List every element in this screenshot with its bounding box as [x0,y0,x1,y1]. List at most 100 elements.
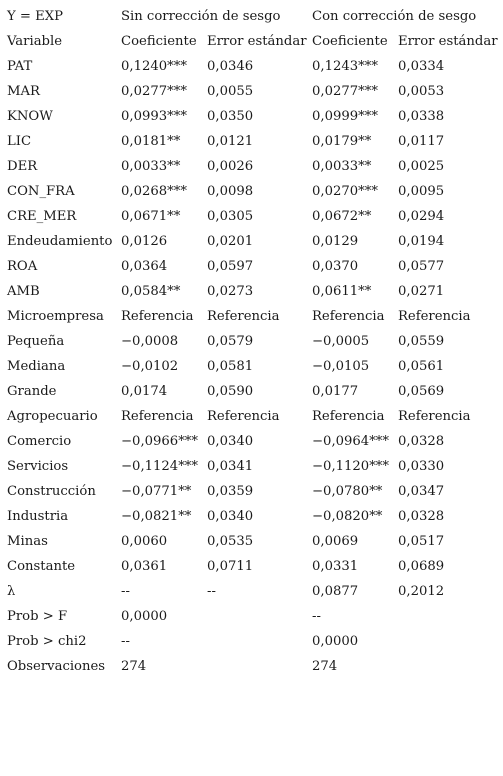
table-row: Construcción −0,0771** 0,0359 −0,0780** 0,03… [0,479,503,504]
table-row: Prob > chi2 -- 0,0000 [0,629,503,654]
variable-cell: Industria [7,509,69,524]
variable-cell: Microempresa [7,309,104,324]
error-cell-1: 0,0579 [207,334,254,349]
error-cell-2: 0,0559 [398,334,445,349]
variable-cell: CON_FRA [7,184,75,199]
error-cell-1: 0,0201 [207,234,254,249]
coefficient-cell-1: 0,0268*** [121,184,187,199]
table-row: Observaciones 274 274 [0,654,503,679]
coefficient-cell-2: 0,0179** [312,134,372,149]
error-cell-1: 0,0346 [207,59,254,74]
coefficient-cell-1: 0,0277*** [121,84,187,99]
coefficient-cell-2: 0,0000 [312,634,359,649]
error-cell-1: 0,0340 [207,509,254,524]
variable-cell: λ [7,584,16,599]
error-cell-1: 0,0273 [207,284,254,299]
table-body: PAT 0,1240*** 0,0346 0,1243*** 0,0334 MAR 0,02… [0,54,503,679]
error-cell-2: 0,0095 [398,184,445,199]
coefficient-cell-1: −0,0821** [121,509,192,524]
error-cell-1: 0,0590 [207,384,254,399]
error-cell-1: 0,0341 [207,459,254,474]
coefficient-cell-1: 0,0181** [121,134,181,149]
error-cell-1: 0,0305 [207,209,254,224]
variable-cell: Observaciones [7,659,106,674]
error-cell-2: 0,0577 [398,259,445,274]
coefficient-cell-2: 0,0033** [312,159,372,174]
table-row: Industria −0,0821** 0,0340 −0,0820** 0,0328 [0,504,503,529]
error-cell-2: 0,0347 [398,484,445,499]
table-row: Constante 0,0361 0,0711 0,0331 0,0689 [0,554,503,579]
coefficient-cell-1: −0,1124*** [121,459,198,474]
variable-cell: Construcción [7,484,96,499]
error-cell-2: 0,0194 [398,234,445,249]
error-cell-2: 0,0689 [398,559,445,574]
coefficient-cell-1: −0,0966*** [121,434,198,449]
coefficient-cell-2: −0,0780** [312,484,383,499]
coefficient-cell-1: 0,0364 [121,259,168,274]
error-cell-1: 0,0597 [207,259,254,274]
table-row: Endeudamiento 0,0126 0,0201 0,0129 0,0194 [0,229,503,254]
variable-cell: Pequeña [7,334,65,349]
coefficient-cell-2: Referencia [312,309,385,324]
table-row: CRE_MER 0,0671** 0,0305 0,0672** 0,0294 [0,204,503,229]
error-cell-2: 0,0271 [398,284,445,299]
coefficient-cell-2: Referencia [312,409,385,424]
coefficient-cell-1: −0,0008 [121,334,179,349]
coefficient-cell-2: 0,0877 [312,584,359,599]
variable-column-header: Variable [7,34,63,49]
table-row: DER 0,0033** 0,0026 0,0033** 0,0025 [0,154,503,179]
error-column-header-1: Error estándar [207,34,307,49]
coefficient-cell-2: 0,0277*** [312,84,378,99]
variable-cell: Prob > chi2 [7,634,87,649]
error-cell-1: 0,0350 [207,109,254,124]
coef-column-header-2: Coeficiente [312,34,388,49]
error-cell-2: 0,0053 [398,84,445,99]
coefficient-cell-2: 0,0331 [312,559,359,574]
error-cell-2: 0,0328 [398,509,445,524]
coefficient-cell-1: Referencia [121,309,194,324]
error-cell-2: 0,2012 [398,584,445,599]
variable-cell: Servicios [7,459,69,474]
error-cell-2: 0,0338 [398,109,445,124]
coefficient-cell-2: 0,0370 [312,259,359,274]
table-row: PAT 0,1240*** 0,0346 0,1243*** 0,0334 [0,54,503,79]
coefficient-cell-2: −0,0820** [312,509,383,524]
error-cell-2: 0,0328 [398,434,445,449]
coefficient-cell-1: 0,0126 [121,234,168,249]
table-row: Servicios −0,1124*** 0,0341 −0,1120*** 0,033… [0,454,503,479]
coef-column-header-1: Coeficiente [121,34,197,49]
error-cell-1: 0,0121 [207,134,254,149]
coefficient-cell-1: Referencia [121,409,194,424]
coefficient-cell-1: 0,0993*** [121,109,187,124]
table-row: Comercio −0,0966*** 0,0340 −0,0964*** 0,0328 [0,429,503,454]
variable-cell: Constante [7,559,76,574]
error-cell-2: 0,0025 [398,159,445,174]
variable-cell: KNOW [7,109,53,124]
coefficient-cell-2: 0,0177 [312,384,359,399]
error-cell-1: 0,0359 [207,484,254,499]
error-cell-1: 0,0055 [207,84,254,99]
coefficient-cell-1: 0,1240*** [121,59,187,74]
error-cell-2: 0,0561 [398,359,445,374]
coefficient-cell-1: −0,0771** [121,484,192,499]
table-row: Mediana −0,0102 0,0581 −0,0105 0,0561 [0,354,503,379]
regression-table: Y = EXP Sin corrección de sesgo Con corr… [0,4,503,679]
table-row: ROA 0,0364 0,0597 0,0370 0,0577 [0,254,503,279]
coefficient-cell-2: 0,0129 [312,234,359,249]
error-cell-2: Referencia [398,409,471,424]
error-cell-1: 0,0711 [207,559,254,574]
coefficient-cell-1: 0,0033** [121,159,181,174]
error-cell-2: 0,0117 [398,134,445,149]
error-cell-2: 0,0517 [398,534,445,549]
error-cell-1: -- [207,584,216,599]
error-cell-1: 0,0581 [207,359,254,374]
coefficient-cell-2: −0,0964*** [312,434,389,449]
table-subheader-row: Variable Coeficiente Error estándar Coef… [0,29,503,54]
coefficient-cell-2: 274 [312,659,338,674]
error-cell-1: Referencia [207,409,280,424]
coefficient-cell-1: 0,0584** [121,284,181,299]
table-row: λ -- -- 0,0877 0,2012 [0,579,503,604]
variable-cell: AMB [7,284,40,299]
table-row: LIC 0,0181** 0,0121 0,0179** 0,0117 [0,129,503,154]
table-row: Pequeña −0,0008 0,0579 −0,0005 0,0559 [0,329,503,354]
